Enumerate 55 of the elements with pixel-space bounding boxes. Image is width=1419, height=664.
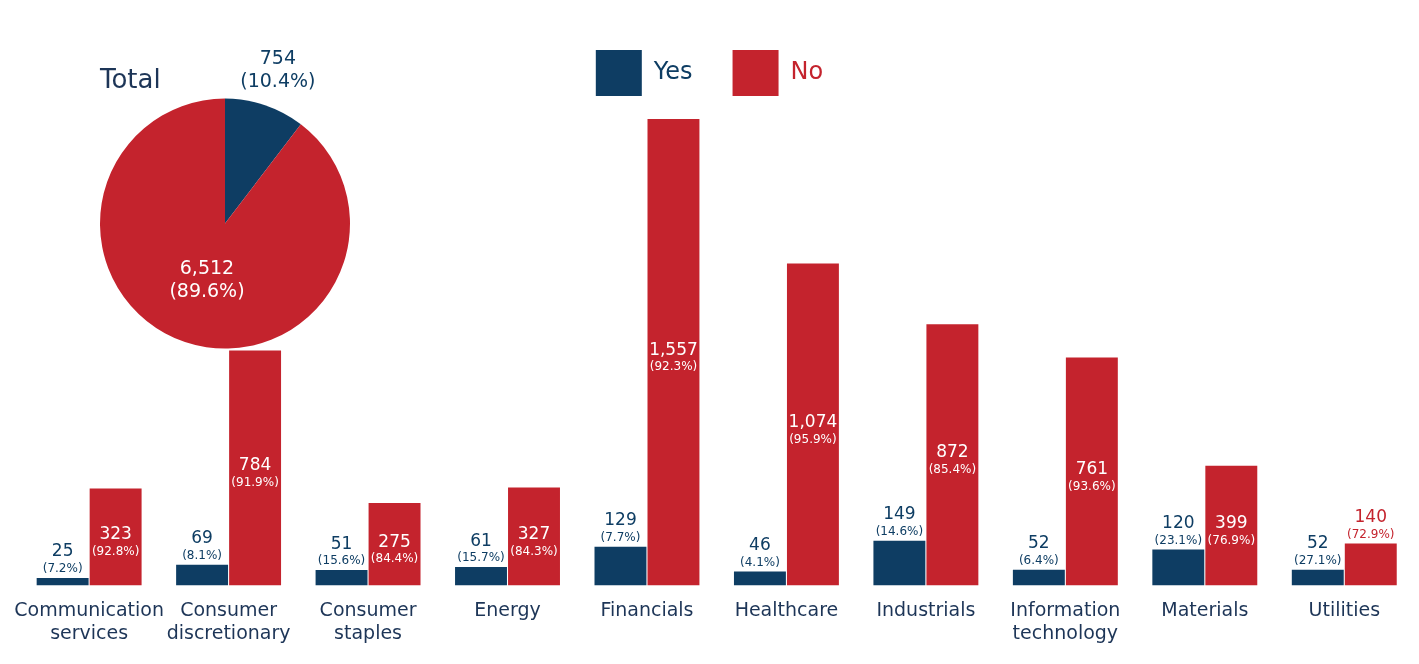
bar [36, 577, 89, 586]
data-label: 52 (6.4%) [1018, 532, 1059, 567]
bar [647, 118, 700, 586]
bar [1012, 569, 1065, 586]
bar [315, 570, 368, 586]
bar [1205, 465, 1258, 586]
x-tick-label: Energy [474, 597, 541, 620]
x-tick-label: Financials [600, 597, 694, 620]
data-label: 872 (85.4%) [928, 441, 977, 476]
data-label: 327 (84.3%) [510, 522, 558, 558]
x-tick-label: Utilities [1308, 597, 1381, 620]
data-label: 46 (4.1%) [740, 534, 780, 569]
x-tick-label: Healthcare [734, 597, 839, 620]
data-label: 1,557 (92.3%) [649, 338, 698, 374]
x-tick-label: Consumer staples [319, 597, 417, 643]
data-label: 51 (15.6%) [317, 532, 366, 568]
bar [733, 571, 786, 586]
data-label: 25 (7.2%) [42, 540, 83, 576]
data-label: 761 (93.6%) [1068, 457, 1116, 493]
bar [89, 488, 142, 586]
bar [176, 564, 229, 586]
x-tick-label: Communication services [14, 597, 165, 643]
data-label: 323 (92.8%) [91, 523, 140, 559]
bar [873, 540, 926, 586]
bar [1152, 549, 1205, 586]
legend-label: Yes [652, 57, 693, 86]
bar [1344, 543, 1397, 586]
data-label: 149 (14.6%) [875, 503, 924, 538]
data-label: 61 (15.7%) [457, 529, 505, 565]
bar [594, 546, 647, 586]
text: Total [99, 64, 161, 95]
bar [786, 263, 839, 586]
bar [1065, 357, 1118, 586]
data-label: 52 (27.1%) [1294, 532, 1342, 567]
data-label: 275 (84.4%) [370, 530, 419, 566]
bar [368, 503, 421, 586]
data-label: 120 (23.1%) [1154, 511, 1203, 547]
bar [1291, 569, 1344, 586]
x-tick-label: Consumer discretionary [166, 597, 291, 643]
x-tick-label: Industrials [876, 597, 976, 620]
x-tick-label: Materials [1161, 597, 1249, 620]
data-label: 754 (10.4%) [240, 46, 316, 92]
data-label: 399 (76.9%) [1207, 512, 1256, 547]
data-label: 140 (72.9%) [1347, 505, 1395, 541]
bar [455, 567, 507, 586]
legend-label: No [790, 57, 824, 86]
data-label: 1,074 (95.9%) [788, 410, 838, 446]
data-label: 129 (7.7%) [600, 509, 641, 544]
x-tick-label: Information technology [1010, 597, 1121, 643]
bar [926, 324, 979, 586]
data-label: 6,512 (89.6%) [169, 255, 245, 301]
data-label: 69 (8.1%) [182, 527, 223, 562]
data-label: 784 (91.9%) [231, 454, 279, 490]
bar [508, 487, 560, 586]
bar [229, 350, 282, 586]
